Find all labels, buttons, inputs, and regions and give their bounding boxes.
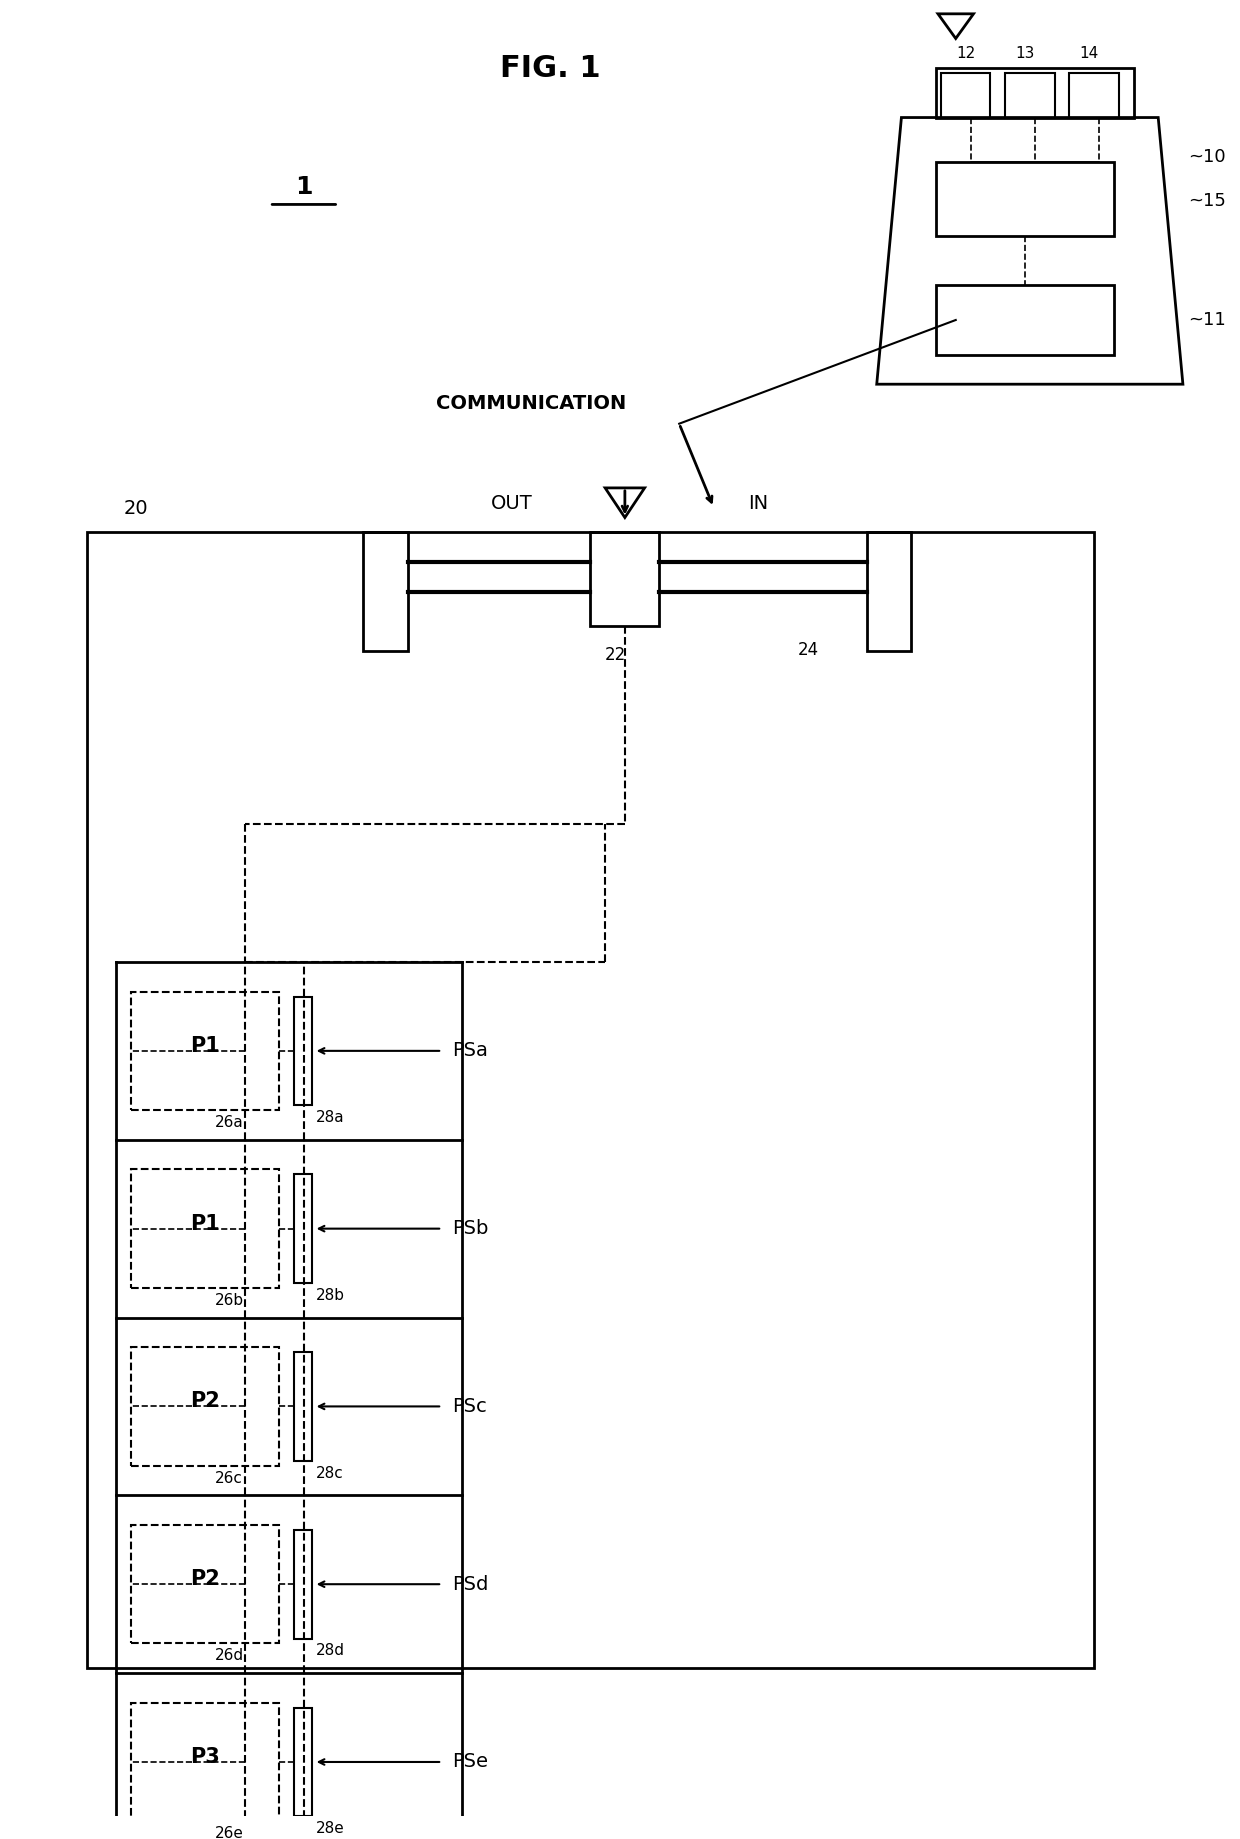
Text: ~11: ~11	[1188, 311, 1225, 329]
Bar	[590, 531, 660, 625]
Text: 24: 24	[797, 642, 818, 658]
Text: P2: P2	[190, 1569, 219, 1589]
Text: 28c: 28c	[316, 1466, 343, 1480]
Bar	[936, 285, 1114, 355]
Text: 26c: 26c	[215, 1471, 243, 1486]
Text: 20: 20	[124, 498, 149, 517]
Text: 14: 14	[1080, 46, 1099, 61]
Bar	[1006, 74, 1054, 118]
Text: 12: 12	[956, 46, 975, 61]
Bar	[294, 1530, 311, 1639]
Bar	[131, 1703, 279, 1821]
Bar	[363, 531, 408, 651]
Text: COMMUNICATION: COMMUNICATION	[436, 394, 626, 414]
Bar	[294, 997, 311, 1105]
Text: IN: IN	[748, 493, 769, 513]
Text: 26d: 26d	[215, 1648, 244, 1664]
Bar	[131, 991, 279, 1111]
Text: PSc: PSc	[453, 1398, 487, 1416]
Text: PSd: PSd	[453, 1574, 489, 1594]
Bar	[131, 1525, 279, 1644]
Text: PSa: PSa	[453, 1041, 487, 1061]
Bar	[936, 162, 1114, 235]
Text: 28e: 28e	[316, 1821, 345, 1835]
Text: 1: 1	[295, 175, 312, 199]
Text: 28b: 28b	[316, 1287, 345, 1302]
Text: P1: P1	[190, 1214, 219, 1234]
Text: P2: P2	[190, 1392, 219, 1412]
Text: 28a: 28a	[316, 1111, 345, 1125]
Text: 28d: 28d	[316, 1644, 345, 1659]
Text: 13: 13	[1016, 46, 1034, 61]
Text: 22: 22	[605, 645, 626, 664]
Bar	[867, 531, 911, 651]
Text: 26b: 26b	[215, 1293, 244, 1308]
Text: ~10: ~10	[1188, 147, 1225, 166]
Bar	[131, 1170, 279, 1287]
Bar	[131, 1348, 279, 1466]
Bar	[87, 531, 1094, 1668]
Bar	[1069, 74, 1118, 118]
Bar	[294, 1175, 311, 1284]
Text: ~15: ~15	[1188, 193, 1225, 210]
Bar	[294, 1708, 311, 1817]
Bar	[294, 1352, 311, 1460]
Text: 26e: 26e	[215, 1826, 244, 1839]
Bar	[941, 74, 991, 118]
Text: PSe: PSe	[453, 1753, 489, 1771]
Text: 26a: 26a	[215, 1114, 244, 1129]
Text: P3: P3	[190, 1747, 219, 1767]
Text: P1: P1	[190, 1035, 219, 1056]
Text: OUT: OUT	[491, 493, 532, 513]
Text: PSb: PSb	[453, 1219, 489, 1238]
Text: FIG. 1: FIG. 1	[501, 53, 601, 83]
